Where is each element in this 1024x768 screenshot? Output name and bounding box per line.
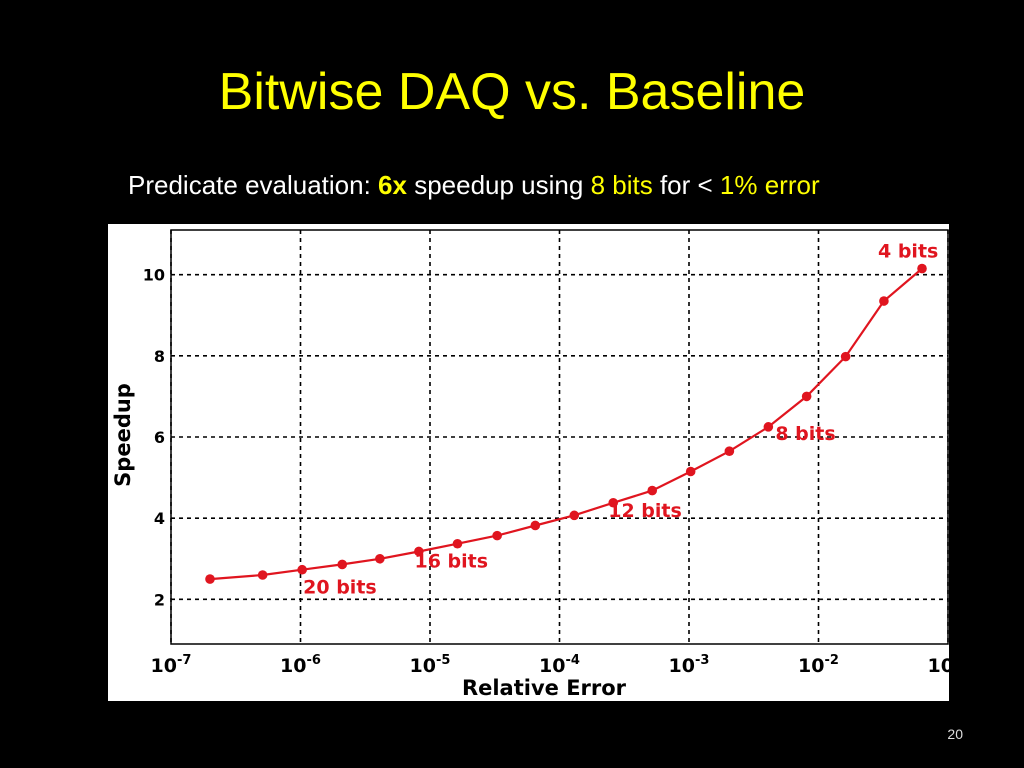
y-tick-label: 10: [143, 266, 165, 285]
y-tick-label: 2: [154, 590, 165, 609]
data-point: [763, 422, 774, 432]
data-point: [492, 530, 502, 541]
x-tick-label: 10-7: [151, 653, 192, 677]
data-point: [205, 574, 215, 584]
chart-annotations: 4 bits 8 bits 12 bits 16 bits 20 bits: [303, 241, 938, 599]
x-tick-label: 10-2: [798, 653, 839, 677]
y-axis-label: Speedup: [111, 383, 135, 487]
data-point: [452, 538, 463, 549]
data-point: [257, 570, 268, 580]
chart-series: [205, 263, 927, 584]
data-point: [685, 466, 696, 477]
speedup-chart: 10-7 10-6 10-5 10-4 10-3 10-2 10-1 2 4 6 8 10 4 bit…: [108, 224, 949, 701]
bit-width-label: 12 bits: [608, 500, 682, 522]
page-number: 20: [947, 726, 963, 742]
x-axis-label: Relative Error: [462, 676, 627, 700]
data-point: [917, 263, 927, 274]
bit-width-label: 20 bits: [303, 577, 377, 599]
data-point: [569, 510, 580, 521]
chart-ticks: 10-7 10-6 10-5 10-4 10-3 10-2 10-1 2 4 6 8 10: [143, 266, 949, 677]
subtitle-error-highlight: 1% error: [719, 170, 820, 200]
slide-subtitle: Predicate evaluation: 6x speedup using 8…: [128, 170, 820, 201]
data-point: [530, 520, 541, 531]
y-tick-label: 6: [154, 428, 165, 447]
bit-width-label: 8 bits: [775, 423, 835, 445]
data-point: [375, 553, 385, 564]
x-tick-label: 10-5: [410, 653, 451, 677]
plot-frame: [170, 229, 949, 645]
data-point: [647, 485, 658, 496]
bit-width-label: 4 bits: [878, 241, 938, 263]
data-point: [297, 564, 307, 575]
data-point: [724, 446, 735, 457]
subtitle-text-2: speedup using: [406, 170, 591, 200]
x-tick-label: 10-1: [928, 653, 949, 677]
y-tick-label: 8: [154, 347, 165, 366]
subtitle-text-3: for <: [652, 170, 720, 200]
slide-title: Bitwise DAQ vs. Baseline: [218, 63, 806, 121]
bit-width-label: 16 bits: [414, 551, 488, 573]
subtitle-text-1: Predicate evaluation:: [128, 170, 379, 200]
x-tick-label: 10-4: [539, 653, 580, 677]
x-tick-label: 10-3: [669, 653, 710, 677]
subtitle-speedup-highlight: 6x: [378, 170, 407, 200]
chart-svg: 10-7 10-6 10-5 10-4 10-3 10-2 10-1 2 4 6 8 10 4 bit…: [111, 229, 949, 700]
data-point: [337, 559, 348, 570]
data-point: [414, 546, 424, 557]
data-point: [840, 351, 851, 362]
data-point: [608, 497, 619, 508]
subtitle-bits-highlight: 8 bits: [590, 170, 653, 200]
y-tick-label: 4: [154, 509, 165, 528]
x-tick-label: 10-6: [280, 653, 321, 677]
data-point: [879, 296, 889, 306]
data-point: [801, 391, 812, 402]
